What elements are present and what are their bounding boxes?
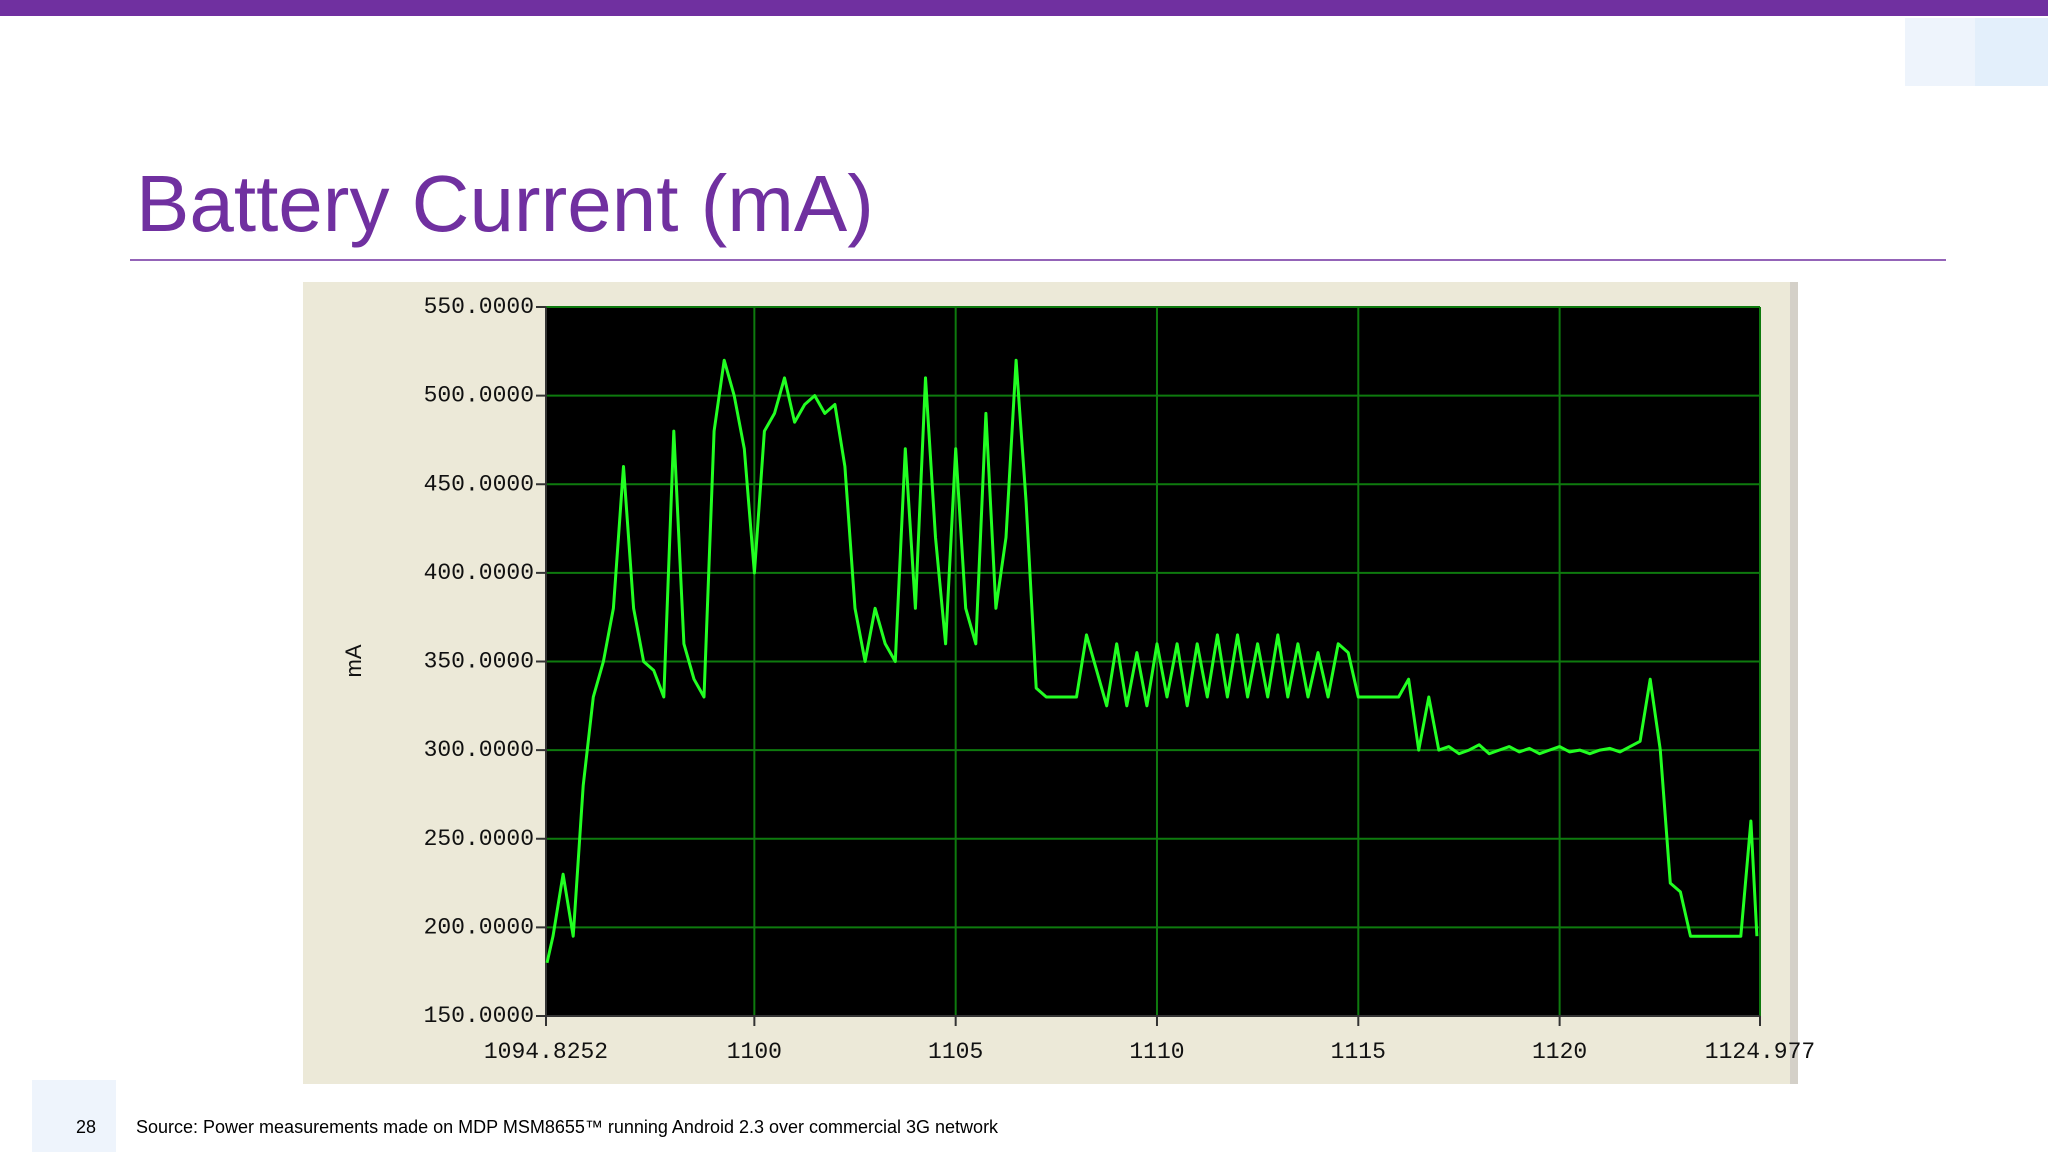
- corner-decor: [1905, 18, 1975, 86]
- y-axis-label: mA: [341, 644, 366, 677]
- y-tick-label: 550.0000: [424, 294, 534, 320]
- corner-decor: [1975, 18, 2048, 86]
- footer-decor: [32, 1080, 116, 1152]
- slide-title: Battery Current (mA): [136, 159, 874, 248]
- source-note: Source: Power measurements made on MDP M…: [136, 1117, 999, 1137]
- x-tick-label: 1124.977: [1705, 1039, 1815, 1065]
- x-tick-label: 1120: [1532, 1039, 1587, 1065]
- x-tick-label: 1094.8252: [484, 1039, 608, 1065]
- y-tick-label: 500.0000: [424, 383, 534, 409]
- y-tick-label: 300.0000: [424, 737, 534, 763]
- x-tick-label: 1100: [727, 1039, 782, 1065]
- x-tick-label: 1110: [1129, 1039, 1184, 1065]
- y-tick-label: 450.0000: [424, 471, 534, 497]
- y-tick-label: 400.0000: [424, 560, 534, 586]
- y-tick-label: 200.0000: [424, 914, 534, 940]
- top-bar: [0, 0, 2048, 16]
- x-tick-label: 1105: [928, 1039, 983, 1065]
- y-tick-label: 150.0000: [424, 1003, 534, 1029]
- page-number: 28: [76, 1117, 96, 1137]
- y-tick-label: 250.0000: [424, 826, 534, 852]
- panel-edge: [1790, 282, 1798, 1084]
- x-tick-label: 1115: [1331, 1039, 1386, 1065]
- y-tick-label: 350.0000: [424, 649, 534, 675]
- data-line: [545, 358, 1759, 964]
